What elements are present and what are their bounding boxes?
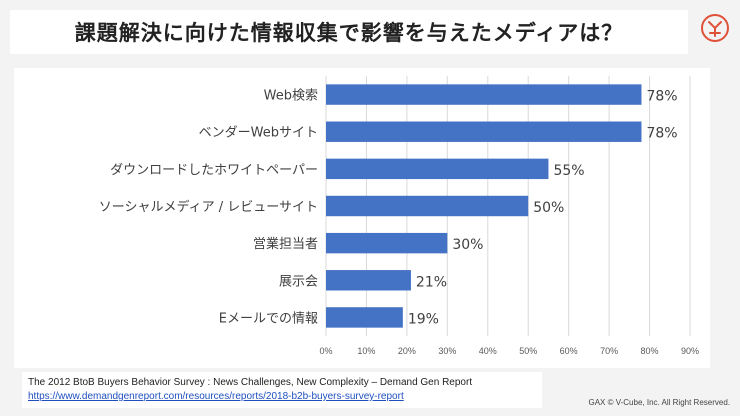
data-label: 19% (408, 311, 439, 327)
data-label: 21% (416, 274, 447, 290)
x-tick-label: 10% (357, 346, 375, 356)
x-tick-label: 30% (438, 346, 456, 356)
x-tick-label: 60% (560, 346, 578, 356)
source-box: The 2012 BtoB Buyers Behavior Survey : N… (22, 372, 542, 408)
bar (326, 84, 642, 105)
x-tick-label: 70% (600, 346, 618, 356)
bar (326, 195, 529, 217)
bar (326, 270, 411, 291)
data-label: 50% (533, 200, 564, 216)
category-label: ダウンロードしたホワイトペーパー (110, 163, 318, 178)
category-label: 展示会 (279, 274, 318, 289)
x-tick-label: 50% (519, 346, 537, 356)
x-tick-label: 90% (681, 346, 699, 356)
chart-container: 0% 10% 20% 30% 40% 50% 60% 70% 80% 90% Web検索 78% ベンダ… (14, 68, 710, 368)
x-tick-label: 80% (641, 346, 659, 356)
title-banner: 課題解決に向けた情報収集で影響を与えたメディアは？ (10, 10, 688, 54)
data-label: 78% (646, 126, 677, 142)
x-tick-label: 40% (479, 346, 497, 356)
data-label: 78% (646, 89, 677, 105)
bar (326, 307, 403, 328)
data-label: 55% (553, 163, 584, 179)
page-title: 課題解決に向けた情報収集で影響を与えたメディアは？ (74, 21, 624, 45)
category-label: 営業担当者 (253, 236, 318, 252)
x-tick-label: 20% (398, 346, 416, 356)
source-link[interactable]: https://www.demandgenreport.com/resource… (28, 391, 404, 402)
bar (326, 232, 448, 254)
copyright-text: GAX © V-Cube, Inc. All Right Reserved. (588, 398, 730, 407)
category-label: ベンダーWebサイト (199, 126, 318, 141)
source-citation: The 2012 BtoB Buyers Behavior Survey : N… (28, 377, 473, 388)
category-label: Web検索 (264, 89, 318, 104)
x-tick-label: 0% (319, 346, 332, 356)
bar (326, 121, 642, 142)
bar (326, 158, 549, 180)
data-label: 30% (452, 237, 483, 253)
category-label: Eメールでの情報 (219, 311, 318, 326)
bar-chart: 0% 10% 20% 30% 40% 50% 60% 70% 80% 90% Web検索 78% ベンダ… (99, 76, 699, 356)
brand-logo-icon (700, 13, 730, 43)
category-label: ソーシャルメディア / レビューサイト (99, 199, 318, 215)
